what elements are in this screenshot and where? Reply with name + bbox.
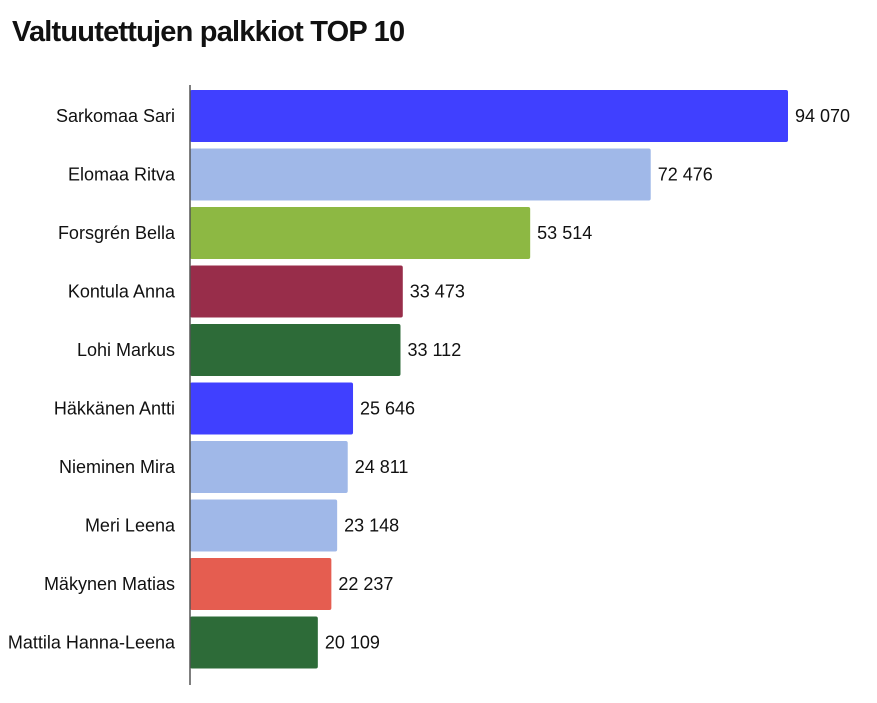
value-label-8: 22 237 <box>338 574 393 594</box>
bar-2 <box>190 207 531 259</box>
value-label-3: 33 473 <box>410 282 465 302</box>
bar-7 <box>190 499 338 552</box>
category-label-1: Elomaa Ritva <box>68 165 176 185</box>
bar-1 <box>190 148 651 201</box>
chart-title: Valtuutettujen palkkiot TOP 10 <box>12 16 405 48</box>
bar-9 <box>190 616 318 669</box>
value-label-6: 24 811 <box>355 457 409 477</box>
value-label-9: 20 109 <box>325 633 380 653</box>
category-label-9: Mattila Hanna-Leena <box>8 633 176 653</box>
value-label-1: 72 476 <box>658 165 713 185</box>
bar-3 <box>190 265 403 318</box>
value-label-0: 94 070 <box>795 106 850 126</box>
category-label-7: Meri Leena <box>85 516 176 536</box>
category-label-8: Mäkynen Matias <box>44 574 175 594</box>
value-label-2: 53 514 <box>537 223 592 243</box>
bar-4 <box>190 324 401 376</box>
category-label-3: Kontula Anna <box>68 282 176 302</box>
category-labels: Sarkomaa Sari Elomaa Ritva Forsgrén Bella K… <box>8 106 176 653</box>
value-label-4: 33 112 <box>407 340 461 360</box>
category-label-2: Forsgrén Bella <box>58 223 176 243</box>
value-label-7: 23 148 <box>344 516 399 536</box>
bar-6 <box>190 441 348 493</box>
value-label-5: 25 646 <box>360 399 415 419</box>
bar-8 <box>190 558 332 610</box>
category-label-6: Nieminen Mira <box>59 457 176 477</box>
category-label-0: Sarkomaa Sari <box>56 106 175 126</box>
bar-0 <box>190 90 788 142</box>
value-labels: 94 070 72 476 53 514 33 473 33 112 25 646 24 8… <box>325 106 850 653</box>
bars-group <box>190 90 788 669</box>
category-label-5: Häkkänen Antti <box>54 399 175 419</box>
category-label-4: Lohi Markus <box>77 340 175 360</box>
bar-5 <box>190 382 354 435</box>
